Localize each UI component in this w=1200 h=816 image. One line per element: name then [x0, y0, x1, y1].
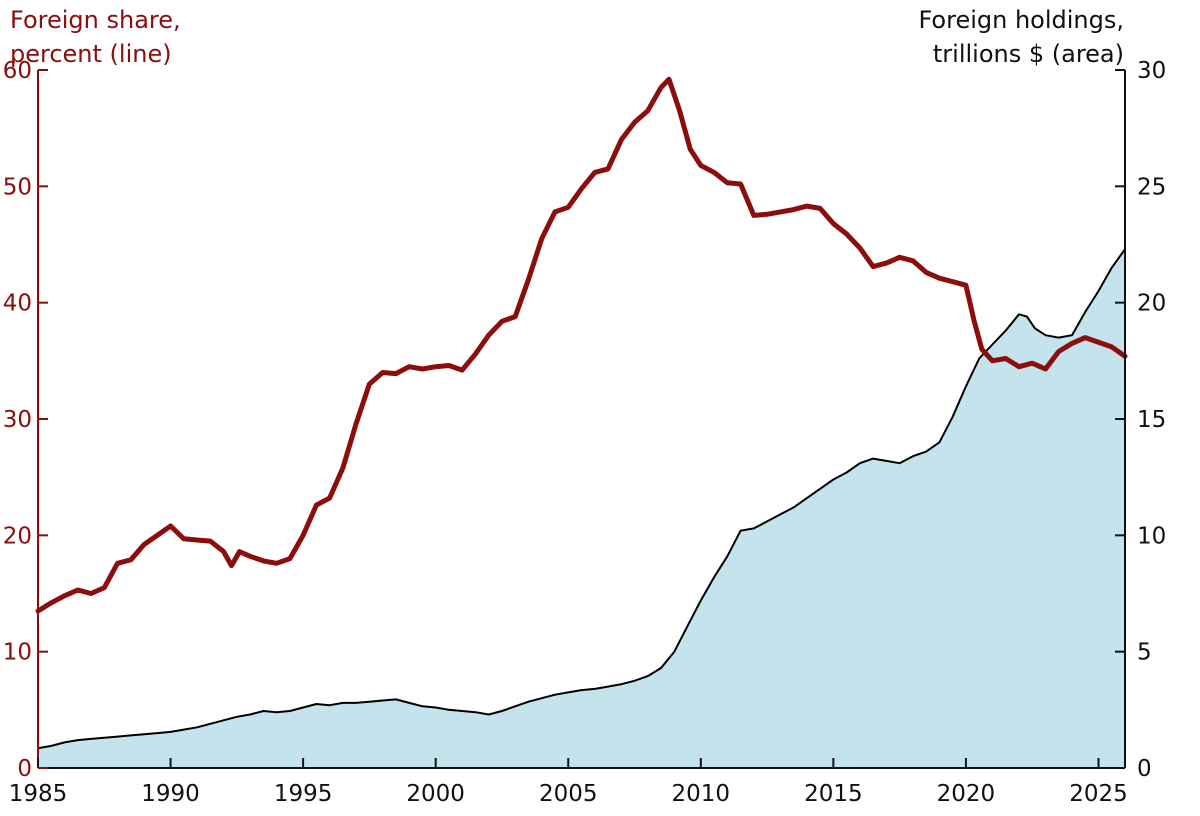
- holdings-area-fill: [38, 249, 1125, 768]
- left-tick-label: 0: [17, 756, 32, 782]
- x-tick-label: 1995: [274, 781, 333, 807]
- right-tick-label: 0: [1137, 756, 1152, 782]
- x-tick-label: 2005: [539, 781, 598, 807]
- right-tick-label: 10: [1137, 523, 1166, 549]
- right-axis-title-line-2: trillions $ (area): [933, 40, 1124, 68]
- right-tick-label: 30: [1137, 58, 1166, 84]
- left-tick-label: 10: [3, 640, 32, 666]
- x-tick-label: 2020: [937, 781, 996, 807]
- left-axis-title-line-2: percent (line): [10, 40, 172, 68]
- right-axis-title-line-1: Foreign holdings,: [918, 6, 1124, 34]
- right-tick-label: 15: [1137, 407, 1166, 433]
- x-tick-label: 2015: [804, 781, 863, 807]
- left-tick-label: 40: [3, 291, 32, 317]
- right-tick-label: 5: [1137, 640, 1152, 666]
- left-tick-label: 30: [3, 407, 32, 433]
- left-tick-label: 20: [3, 523, 32, 549]
- share-line-layer: [35, 76, 1128, 614]
- left-tick-label: 60: [3, 58, 32, 84]
- holdings-area-layer: [37, 248, 1126, 768]
- foreign-share-line: [35, 76, 1128, 614]
- left-tick-label: 50: [3, 174, 32, 200]
- right-tick-label: 25: [1137, 174, 1166, 200]
- x-tick-label: 1990: [141, 781, 200, 807]
- x-tick-label: 2000: [406, 781, 465, 807]
- holdings-area-line: [37, 248, 1126, 750]
- axis-titles: Foreign share, percent (line) Foreign ho…: [10, 6, 1124, 68]
- left-axis-title-line-1: Foreign share,: [10, 6, 181, 34]
- x-tick-label: 1985: [9, 781, 68, 807]
- x-tick-label: 2010: [672, 781, 731, 807]
- right-tick-label: 20: [1137, 291, 1166, 317]
- x-tick-label: 2025: [1069, 781, 1128, 807]
